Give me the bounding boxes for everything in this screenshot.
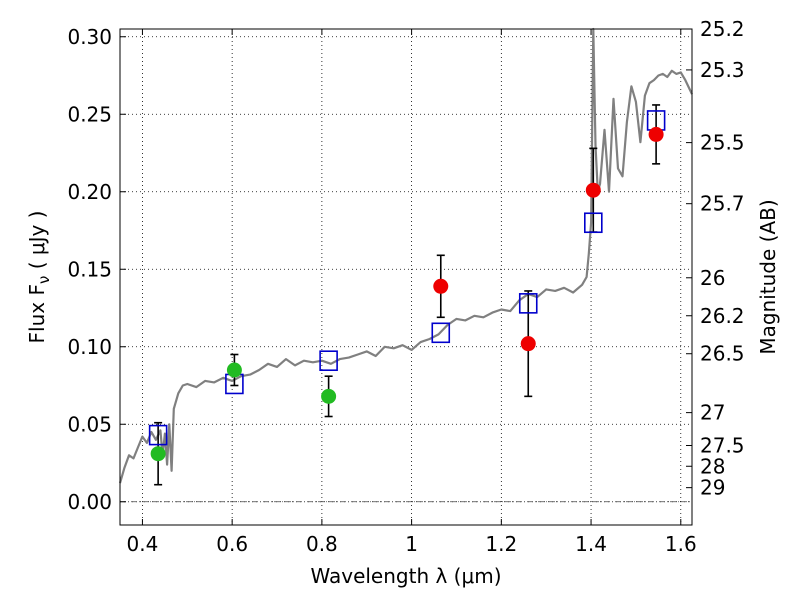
observed-photometry-points <box>150 126 664 462</box>
model-flux-square <box>584 212 603 234</box>
observed-flux-point <box>226 362 242 378</box>
x-tick-label: 0.8 <box>306 532 338 556</box>
y2-tick-label: 29 <box>700 476 725 500</box>
observed-flux-point <box>150 446 166 462</box>
y2-tick-label: 25.7 <box>700 192 745 216</box>
observed-flux-point <box>648 126 664 142</box>
y2-tick-label: 28 <box>700 454 725 478</box>
grid-lines <box>120 29 692 525</box>
y-tick-label: 0.25 <box>67 102 112 126</box>
observed-flux-point <box>433 278 449 294</box>
y-tick-label: 0.10 <box>67 335 112 359</box>
model-flux-square <box>431 322 451 344</box>
observed-flux-point <box>520 336 536 352</box>
x-tick-label: 1.2 <box>485 532 517 556</box>
model-spectrum <box>118 27 693 484</box>
observed-flux-point <box>321 388 337 404</box>
y2-tick-label: 27 <box>700 401 725 425</box>
y2-tick-label: 26.5 <box>700 342 745 366</box>
x-tick-label: 0.4 <box>127 532 159 556</box>
x-axis-label: Wavelength λ (μm) <box>310 564 501 588</box>
y2-tick-label: 25.2 <box>700 17 745 41</box>
y-axis-label: Flux Fν ( μJy ) <box>25 211 53 344</box>
y2-tick-label: 26 <box>700 266 725 290</box>
x-tick-label: 1.6 <box>665 532 697 556</box>
model-flux-square <box>518 293 538 314</box>
y-tick-label: 0.00 <box>67 490 112 514</box>
model-flux-square <box>319 350 338 372</box>
y-tick-label: 0.20 <box>67 180 112 204</box>
y2-axis-label: Magnitude (AB) <box>756 199 780 354</box>
y2-tick-label: 25.5 <box>700 131 745 155</box>
y-tick-label: 0.05 <box>67 412 112 436</box>
x-tick-label: 1 <box>405 532 418 556</box>
y-tick-label: 0.30 <box>67 25 112 49</box>
y-tick-label: 0.15 <box>67 257 112 281</box>
x-tick-label: 1.4 <box>575 532 607 556</box>
model-flux-square <box>148 424 168 446</box>
y2-tick-label: 27.5 <box>700 433 745 457</box>
spectrum-line <box>118 27 693 484</box>
plot-frame <box>119 28 693 526</box>
x-tick-label: 0.6 <box>216 532 248 556</box>
y2-tick-label: 26.2 <box>700 304 745 328</box>
y2-tick-label: 25.3 <box>700 58 745 82</box>
axis-ticks: 0.4 0.6 0.8 1 1.2 1.4 1.6 0.00 0.05 0.10 0.15 0.20 0… <box>67 17 744 556</box>
error-bars <box>154 104 661 486</box>
model-photometry-points <box>148 110 666 446</box>
observed-flux-point <box>585 182 601 198</box>
